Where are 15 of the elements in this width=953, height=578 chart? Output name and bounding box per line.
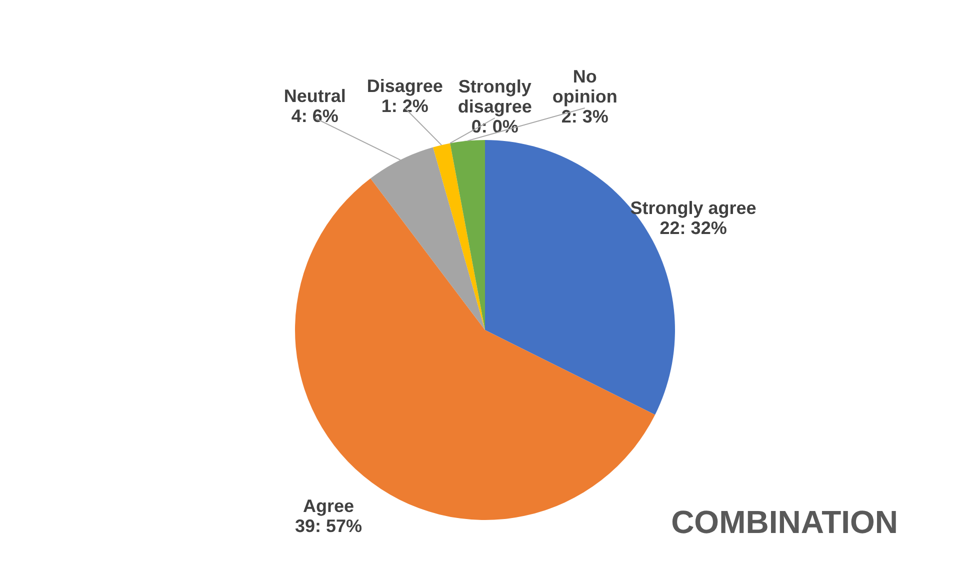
data-label: 4: 6% (291, 106, 338, 126)
slice-label: No opinion (552, 66, 618, 106)
slice-label: Neutral (284, 86, 346, 106)
slice-label: Agree (302, 496, 354, 516)
pie-slice (450, 140, 485, 330)
data-label: 1: 2% (381, 96, 428, 116)
category-label: Strongly disagree (458, 76, 532, 116)
pie-slice (433, 143, 485, 330)
data-label: 22: 32% (660, 218, 727, 238)
slice-label: Disagree (366, 76, 443, 96)
data-label: 2: 3% (561, 106, 608, 126)
data-label: 39: 57% (294, 516, 362, 536)
text: 0: 0% (471, 116, 518, 136)
text: COMBINATION (671, 504, 898, 540)
slice-label: Strongly agree (630, 198, 756, 218)
